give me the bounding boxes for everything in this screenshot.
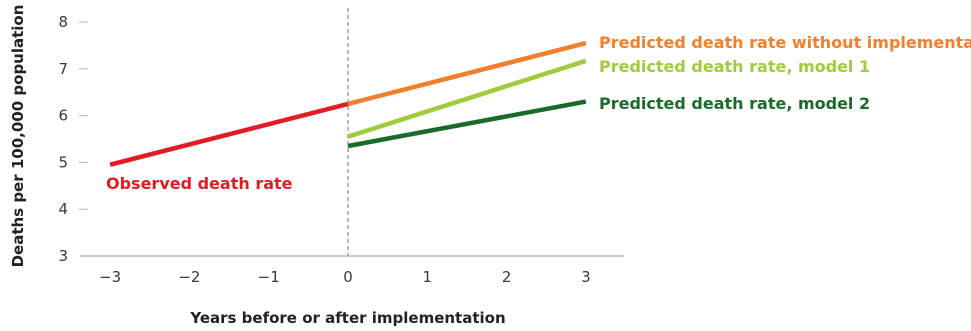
series-label-observed: Observed death rate — [106, 174, 293, 193]
x-tick-label: 0 — [343, 268, 353, 286]
x-tick-label: 1 — [423, 268, 433, 286]
x-tick-label: −1 — [258, 268, 280, 286]
series-label-without-implementation: Predicted death rate without implementat… — [599, 33, 971, 52]
series-line-model-1 — [347, 58, 587, 139]
y-tick-label: 7 — [58, 60, 68, 78]
y-tick-label: 3 — [58, 247, 68, 265]
series-labels: Observed death rate Predicted death rate… — [106, 33, 971, 193]
series-line-without-implementation — [347, 40, 587, 107]
x-tick-label: 2 — [502, 268, 512, 286]
axes — [80, 8, 624, 257]
series-line-observed — [109, 101, 349, 167]
x-axis-title: Years before or after implementation — [189, 309, 505, 327]
series-line-model-2 — [347, 99, 587, 149]
x-tick-label: 3 — [581, 268, 591, 286]
series-label-model-1: Predicted death rate, model 1 — [599, 57, 870, 76]
x-ticks: −3 −2 −1 0 1 2 3 — [99, 268, 591, 286]
series-lines — [109, 40, 587, 167]
y-tick-label: 5 — [58, 153, 68, 171]
x-tick-label: −2 — [178, 268, 200, 286]
y-axis-title: Deaths per 100,000 population — [9, 5, 27, 268]
y-tick-label: 6 — [58, 107, 68, 125]
y-tick-label: 4 — [58, 200, 68, 218]
series-label-model-2: Predicted death rate, model 2 — [599, 94, 870, 113]
y-tick-label: 8 — [58, 13, 68, 31]
x-tick-label: −3 — [99, 268, 121, 286]
y-ticks: 3 4 5 6 7 8 — [58, 13, 88, 265]
